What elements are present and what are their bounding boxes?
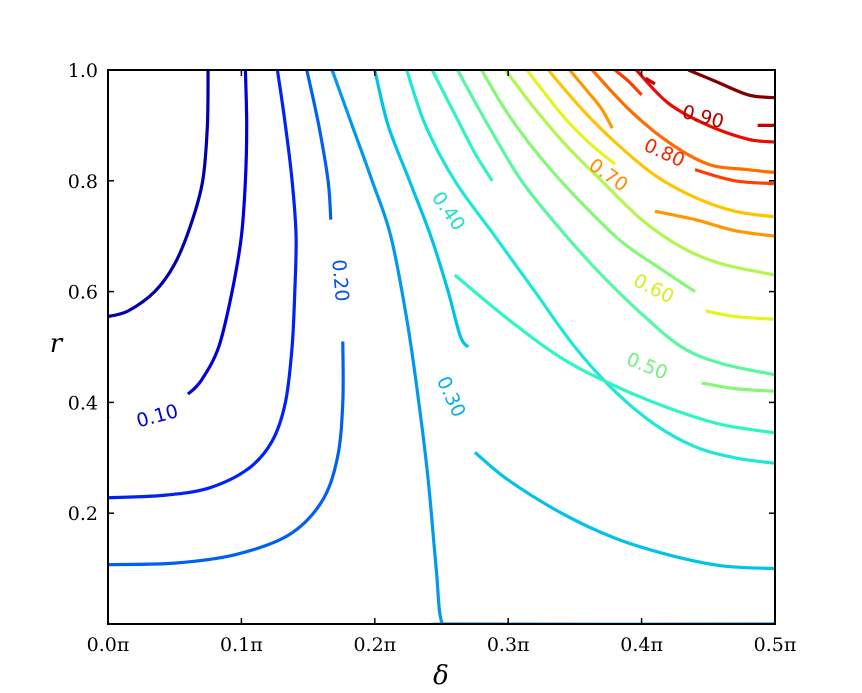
contour-label-0.30: 0.30 xyxy=(432,373,470,421)
y-tick-label: 0.4 xyxy=(68,392,98,414)
contour-line-0.80 xyxy=(694,168,775,186)
contour-line-0.15 xyxy=(108,70,298,500)
contour-line-0.10 xyxy=(186,70,249,396)
contour-line-0.95 xyxy=(687,70,775,100)
contour-line-0.20 xyxy=(108,341,345,567)
x-tick-label: 0.0π xyxy=(87,634,130,656)
contour-line-0.70 xyxy=(654,209,775,238)
contour-line-0.60 xyxy=(525,70,616,166)
contour-line-0.60 xyxy=(705,309,775,321)
contour-line-0.30 xyxy=(373,70,470,349)
contour-line-0.25 xyxy=(330,70,775,624)
contour-lines xyxy=(108,70,775,624)
x-tick-label: 0.2π xyxy=(353,634,396,656)
x-axis-label: δ xyxy=(433,661,449,691)
y-tick-label: 0.8 xyxy=(68,171,98,193)
axis-ticks: 0.0π 0.1π 0.2π 0.3π 0.4π 0.5π 0.2 0.4 0.6 0.8 1.0 xyxy=(68,60,797,656)
contour-label-0.10: 0.10 xyxy=(134,400,181,432)
contour-line-0.40 xyxy=(430,70,494,182)
contour-line-0.85 xyxy=(635,70,775,144)
contour-line-0.50 xyxy=(701,381,775,393)
contour-label-0.50: 0.50 xyxy=(623,348,670,384)
contour-line-0.75 xyxy=(591,70,775,175)
contour-line-0.65 xyxy=(546,70,775,219)
contour-labels: 0.100.200.300.400.500.600.700.800.90 xyxy=(134,101,726,432)
contour-line-0.80 xyxy=(613,70,643,97)
contour-line-0.55 xyxy=(504,70,775,277)
x-tick-label: 0.3π xyxy=(487,634,530,656)
y-tick-label: 0.2 xyxy=(68,503,98,525)
x-tick-label: 0.4π xyxy=(620,634,663,656)
contour-line-0.05 xyxy=(108,70,210,319)
y-tick-label: 0.6 xyxy=(68,282,98,304)
y-tick-label: 1.0 xyxy=(68,60,98,82)
contour-label-0.20: 0.20 xyxy=(327,258,353,302)
contour-line-0.35 xyxy=(405,70,775,465)
y-axis-label: r xyxy=(50,329,64,359)
contour-line-0.40 xyxy=(453,273,775,435)
x-tick-label: 0.5π xyxy=(754,634,797,656)
x-tick-label: 0.1π xyxy=(220,634,263,656)
plot-frame xyxy=(107,69,776,625)
contour-line-0.70 xyxy=(568,70,614,129)
contour-line-0.90 xyxy=(644,76,656,86)
contour-label-0.90: 0.90 xyxy=(680,101,727,133)
contour-line-0.50 xyxy=(480,70,696,293)
contour-line-0.45 xyxy=(456,70,775,377)
contour-line-0.20 xyxy=(305,70,333,220)
contour-line-0.30 xyxy=(473,451,775,571)
